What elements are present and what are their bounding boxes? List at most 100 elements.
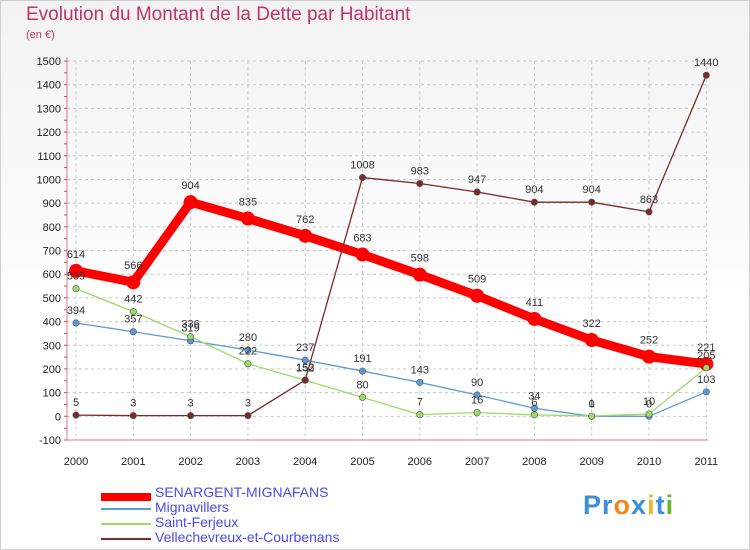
data-label: 904 [181, 180, 199, 192]
data-label: 5 [73, 397, 79, 409]
legend-swatch [101, 523, 151, 525]
data-label: 237 [296, 342, 314, 354]
data-label: 683 [353, 233, 371, 245]
data-label: 252 [640, 335, 658, 347]
x-tick-label: 2003 [236, 456, 260, 468]
logo-letter: P [583, 490, 603, 520]
data-label: 394 [67, 305, 85, 317]
data-label: 0 [589, 398, 595, 410]
data-point [183, 195, 198, 210]
legend-swatch [101, 493, 151, 501]
data-point [645, 208, 653, 216]
x-tick-label: 2011 [694, 456, 718, 468]
data-label: 280 [239, 332, 257, 344]
data-label: 90 [471, 377, 483, 389]
data-label: 3 [188, 398, 194, 410]
data-point [588, 198, 596, 206]
y-tick-label: 0 [55, 411, 61, 423]
data-label: 3 [130, 398, 136, 410]
x-tick-label: 2004 [293, 456, 317, 468]
data-label: 221 [697, 342, 715, 354]
x-tick-label: 2009 [579, 456, 603, 468]
legend-label: Saint-Ferjeux [155, 514, 239, 530]
data-label: 539 [67, 271, 85, 283]
data-label: 983 [411, 165, 429, 177]
logo-letter: o [613, 490, 632, 520]
data-label: 904 [525, 184, 543, 196]
data-label: 863 [640, 194, 658, 206]
data-point [473, 391, 481, 399]
data-point [240, 211, 255, 226]
y-tick-label: 400 [43, 317, 61, 329]
data-point [584, 333, 599, 348]
data-point [702, 388, 710, 396]
data-point [72, 319, 80, 327]
data-label: 566 [124, 260, 142, 272]
data-point [355, 247, 370, 262]
x-tick-label: 2007 [465, 456, 489, 468]
legend-label: Vellechevreux-et-Courbenans [155, 529, 340, 545]
y-tick-label: -100 [39, 435, 61, 447]
data-label: 411 [526, 297, 544, 309]
data-label: 598 [411, 253, 429, 265]
data-point [358, 393, 366, 401]
data-label: 1440 [694, 57, 718, 69]
data-point [470, 288, 485, 303]
data-label: 0 [646, 398, 652, 410]
data-label: 322 [583, 318, 601, 330]
legend-label: Mignavillers [155, 499, 229, 515]
y-tick-label: 700 [43, 246, 61, 258]
data-point [72, 411, 80, 419]
data-label: 80 [356, 379, 368, 391]
y-tick-label: 1300 [37, 103, 61, 115]
logo-letter: i [665, 490, 675, 520]
data-label: 103 [697, 374, 715, 386]
data-point [72, 285, 80, 293]
x-tick-label: 2005 [350, 456, 374, 468]
legend-swatch [101, 508, 151, 510]
x-tick-label: 2001 [121, 456, 145, 468]
data-point [642, 349, 656, 364]
logo-letter: x [631, 490, 648, 520]
data-point [527, 311, 542, 326]
data-label: 3 [245, 398, 251, 410]
data-point [473, 188, 481, 196]
data-label: 191 [353, 353, 371, 365]
data-label: 947 [468, 174, 486, 186]
data-label: 1 [589, 398, 595, 410]
data-point [473, 409, 481, 417]
data-label: 7 [417, 397, 423, 409]
logo-letter: i [647, 490, 656, 520]
y-tick-label: 500 [43, 293, 61, 305]
data-label: 336 [181, 319, 199, 331]
x-tick-label: 2006 [408, 456, 432, 468]
data-label: 357 [124, 314, 142, 326]
data-point [298, 228, 313, 243]
data-point [187, 412, 195, 420]
chart-title: Evolution du Montant de la Dette par Hab… [26, 4, 411, 25]
legend-swatch [101, 538, 151, 540]
data-label: 6 [531, 397, 537, 409]
y-tick-label: 800 [43, 222, 61, 234]
data-point [702, 364, 710, 372]
data-label: 509 [468, 274, 486, 286]
data-point [187, 333, 195, 341]
data-label: 319 [181, 323, 199, 335]
data-point [244, 412, 252, 420]
data-label: 835 [239, 197, 257, 209]
x-tick-label: 2008 [522, 456, 546, 468]
y-tick-label: 600 [43, 269, 61, 281]
data-point [126, 275, 141, 290]
data-label: 205 [697, 350, 715, 362]
x-tick-label: 2002 [178, 456, 202, 468]
data-point [702, 71, 710, 79]
series-line-2 [75, 287, 707, 417]
data-label: 152 [296, 362, 314, 374]
data-point [416, 179, 424, 187]
y-tick-label: 100 [43, 388, 61, 400]
proxiti-logo: Proxiti [583, 490, 674, 521]
data-point [358, 367, 366, 375]
x-tick-label: 2000 [64, 456, 88, 468]
data-point [301, 376, 309, 384]
chart-subtitle: (en €) [26, 29, 55, 41]
